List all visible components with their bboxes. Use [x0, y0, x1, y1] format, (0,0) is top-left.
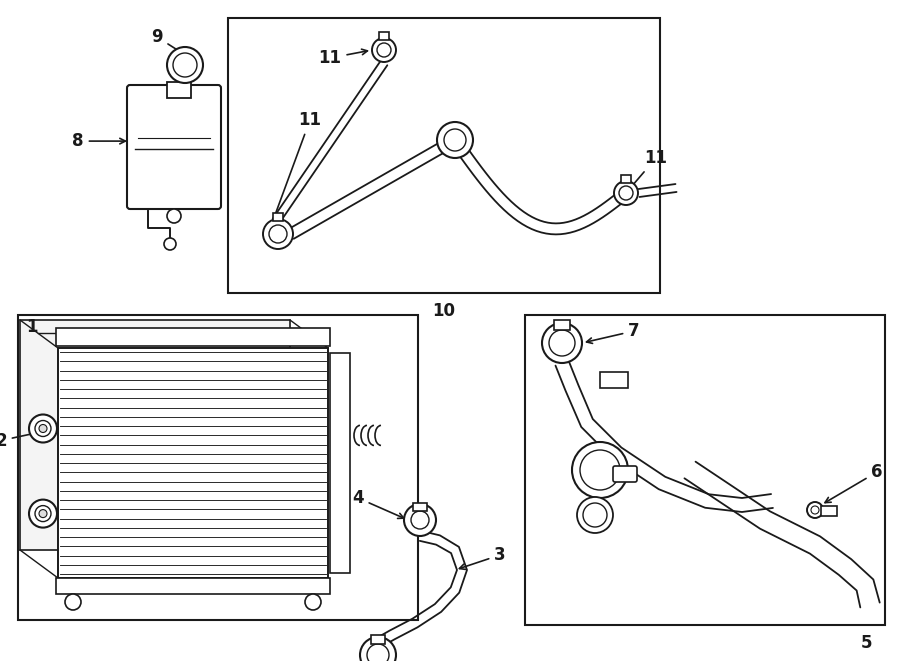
Text: 6: 6 — [825, 463, 883, 502]
Circle shape — [411, 511, 429, 529]
Circle shape — [167, 47, 203, 83]
Text: 7: 7 — [587, 322, 640, 344]
Circle shape — [65, 594, 81, 610]
Bar — [330, 353, 350, 573]
Text: 10: 10 — [433, 302, 455, 320]
Circle shape — [377, 43, 391, 57]
Circle shape — [583, 503, 607, 527]
Text: 4: 4 — [352, 489, 404, 518]
Bar — [56, 328, 330, 346]
Circle shape — [549, 330, 575, 356]
Bar — [621, 175, 631, 183]
Bar — [273, 213, 283, 221]
Text: 11: 11 — [319, 49, 367, 67]
Circle shape — [35, 420, 51, 436]
Circle shape — [437, 122, 473, 158]
Bar — [228, 18, 660, 293]
Text: 3: 3 — [459, 546, 506, 569]
Circle shape — [577, 497, 613, 533]
Bar — [554, 320, 570, 330]
Bar — [821, 506, 837, 516]
Circle shape — [404, 504, 436, 536]
Circle shape — [35, 506, 51, 522]
Text: 9: 9 — [151, 28, 197, 63]
Circle shape — [269, 225, 287, 243]
Circle shape — [580, 450, 620, 490]
Text: 11: 11 — [269, 111, 321, 229]
Circle shape — [305, 594, 321, 610]
Circle shape — [39, 510, 47, 518]
Bar — [525, 315, 885, 625]
FancyBboxPatch shape — [127, 85, 221, 209]
FancyBboxPatch shape — [613, 466, 637, 482]
Circle shape — [29, 414, 57, 442]
Circle shape — [367, 644, 389, 661]
Circle shape — [173, 53, 197, 77]
Bar — [413, 503, 427, 511]
Circle shape — [360, 637, 396, 661]
Circle shape — [614, 181, 638, 205]
Text: 8: 8 — [72, 132, 125, 150]
Circle shape — [444, 129, 466, 151]
Text: 2: 2 — [0, 428, 52, 449]
Bar — [20, 320, 290, 550]
Text: 11: 11 — [629, 149, 668, 190]
Bar — [58, 348, 328, 578]
Circle shape — [263, 219, 293, 249]
Bar — [379, 32, 389, 40]
Text: 1: 1 — [26, 318, 38, 336]
Circle shape — [167, 209, 181, 223]
Circle shape — [29, 500, 57, 527]
Bar — [56, 578, 330, 594]
Bar — [18, 315, 418, 620]
Circle shape — [572, 442, 628, 498]
Bar — [371, 635, 385, 644]
Circle shape — [164, 238, 176, 250]
Circle shape — [619, 186, 633, 200]
Circle shape — [542, 323, 582, 363]
Circle shape — [39, 424, 47, 432]
Bar — [600, 372, 628, 388]
Circle shape — [811, 506, 819, 514]
Text: 5: 5 — [861, 634, 873, 652]
Circle shape — [372, 38, 396, 62]
Bar — [167, 82, 191, 98]
Circle shape — [807, 502, 823, 518]
